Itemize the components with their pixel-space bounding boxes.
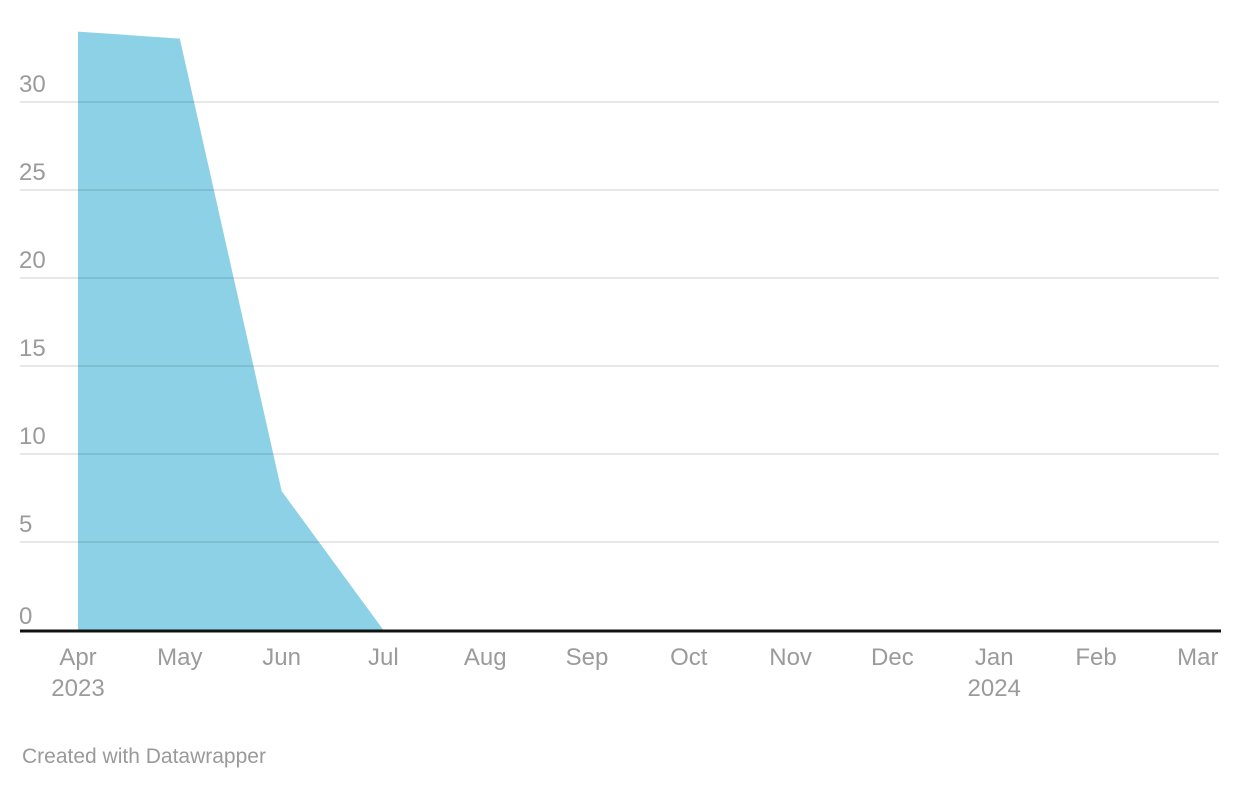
x-tick-label-may: May bbox=[157, 644, 202, 671]
x-tick-label-nov: Nov bbox=[769, 644, 812, 671]
x-year-label-2024: 2024 bbox=[968, 675, 1021, 702]
x-tick-label-dec: Dec bbox=[871, 644, 914, 671]
attribution-text: Created with Datawrapper bbox=[22, 745, 266, 768]
x-tick-label-jan: Jan bbox=[975, 644, 1014, 671]
x-tick-label-aug: Aug bbox=[464, 644, 507, 671]
x-tick-label-jul: Jul bbox=[368, 644, 399, 671]
x-tick-label-mar: Mar bbox=[1177, 644, 1218, 671]
x-tick-label-oct: Oct bbox=[670, 644, 708, 671]
x-year-label-2023: 2023 bbox=[51, 675, 104, 702]
y-tick-label-10: 10 bbox=[19, 423, 46, 450]
x-tick-label-feb: Feb bbox=[1075, 644, 1116, 671]
y-tick-label-0: 0 bbox=[19, 603, 32, 630]
y-tick-label-25: 25 bbox=[19, 159, 46, 186]
x-tick-label-sep: Sep bbox=[566, 644, 609, 671]
y-tick-label-5: 5 bbox=[19, 511, 32, 538]
x-tick-label-jun: Jun bbox=[262, 644, 301, 671]
y-tick-label-15: 15 bbox=[19, 335, 46, 362]
area-series-shape bbox=[78, 31, 1198, 631]
area-chart-svg: 0 5 10 15 20 25 30 Apr May Jun Jul Aug Sep Oct Nov Dec J… bbox=[19, 31, 1221, 702]
x-tick-label-apr: Apr bbox=[59, 644, 96, 671]
y-tick-label-30: 30 bbox=[19, 71, 46, 98]
y-tick-label-20: 20 bbox=[19, 247, 46, 274]
